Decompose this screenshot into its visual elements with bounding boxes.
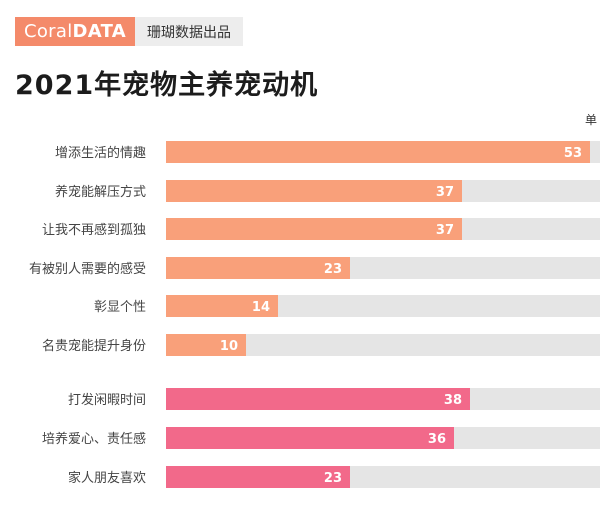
brand-name-bold: DATA (72, 21, 127, 42)
bar (166, 427, 454, 449)
category-label: 养宠能解压方式 (55, 184, 146, 200)
category-label: 彰显个性 (94, 299, 146, 315)
category-label: 培养爱心、责任感 (42, 431, 146, 447)
brand-header: Coral DATA 珊瑚数据出品 (15, 17, 244, 46)
bar-track (166, 334, 600, 356)
category-label: 有被别人需要的感受 (29, 261, 146, 277)
bar (166, 466, 350, 488)
category-label: 让我不再感到孤独 (42, 222, 146, 238)
bar (166, 141, 590, 163)
value-label: 23 (324, 471, 342, 486)
value-label: 38 (444, 393, 462, 408)
value-label: 53 (564, 146, 582, 161)
category-label: 增添生活的情趣 (55, 145, 146, 161)
value-label: 37 (436, 185, 454, 200)
bar (166, 257, 350, 279)
chart-title: 2021年宠物主养宠动机 (15, 70, 319, 101)
brand-tagline: 珊瑚数据出品 (135, 17, 244, 46)
category-label: 家人朋友喜欢 (68, 470, 146, 486)
bar (166, 388, 470, 410)
unit-label: 单 (585, 113, 598, 127)
value-label: 23 (324, 262, 342, 277)
coraldata-logo: Coral DATA (15, 17, 136, 46)
bar (166, 218, 462, 240)
bar (166, 180, 462, 202)
value-label: 10 (220, 339, 238, 354)
brand-name-regular: Coral (24, 21, 73, 42)
value-label: 36 (428, 432, 446, 447)
value-label: 14 (252, 300, 270, 315)
category-label: 名贵宠能提升身份 (42, 338, 146, 354)
bar (166, 295, 278, 317)
bar (166, 334, 246, 356)
value-label: 37 (436, 223, 454, 238)
category-label: 打发闲暇时间 (68, 392, 146, 408)
